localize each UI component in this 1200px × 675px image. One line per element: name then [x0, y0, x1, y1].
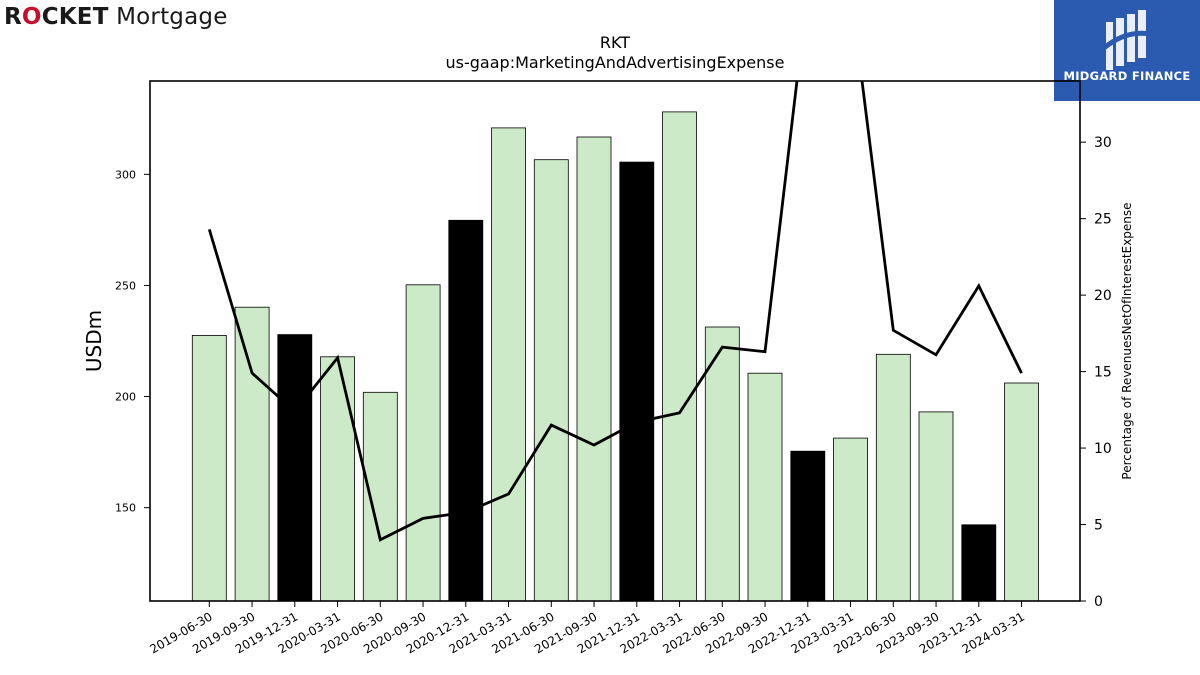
- bar: [320, 356, 356, 602]
- y2-tick-label: 10: [1094, 441, 1112, 457]
- bar: [234, 306, 270, 602]
- y2-tick-label: 30: [1094, 135, 1112, 151]
- bar: [448, 219, 484, 602]
- bar: [747, 372, 783, 602]
- logo-left-suffix: Mortgage: [108, 4, 228, 30]
- y-axis-label: USDm: [82, 310, 106, 372]
- bar: [918, 411, 954, 602]
- rocket-mortgage-logo: ROCKET Mortgage: [4, 2, 228, 32]
- y2-tick-label: 20: [1094, 288, 1112, 304]
- line-layer: [207, 81, 1023, 542]
- midgard-emblem-icon: [1102, 10, 1151, 70]
- y-tick-label: 150: [115, 502, 136, 515]
- y2-tick-label: 5: [1094, 518, 1103, 534]
- y2-axis-label: Percentage of RevenuesNetOfInterestExpen…: [1120, 202, 1134, 479]
- bar: [191, 334, 227, 602]
- bar: [961, 524, 997, 602]
- logo-left-o: O: [21, 4, 42, 30]
- y-tick-label: 250: [115, 279, 136, 292]
- bar: [533, 159, 569, 602]
- y-tick-label: 200: [115, 391, 136, 404]
- series-line: [207, 81, 1023, 542]
- bar: [277, 334, 313, 602]
- logo-left-mid: CKET: [41, 4, 109, 30]
- bar: [405, 284, 441, 602]
- y-tick-label: 300: [115, 168, 136, 181]
- y2-tick-label: 0: [1094, 594, 1103, 610]
- bar: [362, 391, 398, 602]
- logo-left-prefix: R: [4, 4, 22, 30]
- bar: [1004, 382, 1039, 602]
- y-axis-right: 0 5 10 15 20 25 30: [1080, 135, 1112, 610]
- y2-tick-label: 25: [1094, 212, 1112, 228]
- bar: [875, 353, 911, 602]
- midgard-finance-label: MIDGARD FINANCE: [1063, 69, 1191, 83]
- x-axis: 2019-06-302019-09-302019-12-312020-03-31…: [147, 601, 1027, 656]
- bar: [833, 437, 868, 602]
- bar: [662, 111, 697, 602]
- chart-subtitle: us-gaap:MarketingAndAdvertisingExpense: [446, 53, 785, 72]
- y-axis-left: 150 200 250 300: [115, 168, 150, 515]
- plot-frame: [149, 80, 1081, 602]
- bar: [491, 127, 527, 602]
- bars-layer: [191, 111, 1039, 602]
- y2-tick-label: 15: [1094, 365, 1112, 381]
- bar: [704, 326, 740, 602]
- bar: [790, 450, 826, 602]
- bar: [576, 136, 612, 602]
- chart-title: RKT: [600, 33, 630, 52]
- midgard-finance-logo: MIDGARD FINANCE: [1054, 0, 1200, 101]
- bar: [619, 161, 655, 602]
